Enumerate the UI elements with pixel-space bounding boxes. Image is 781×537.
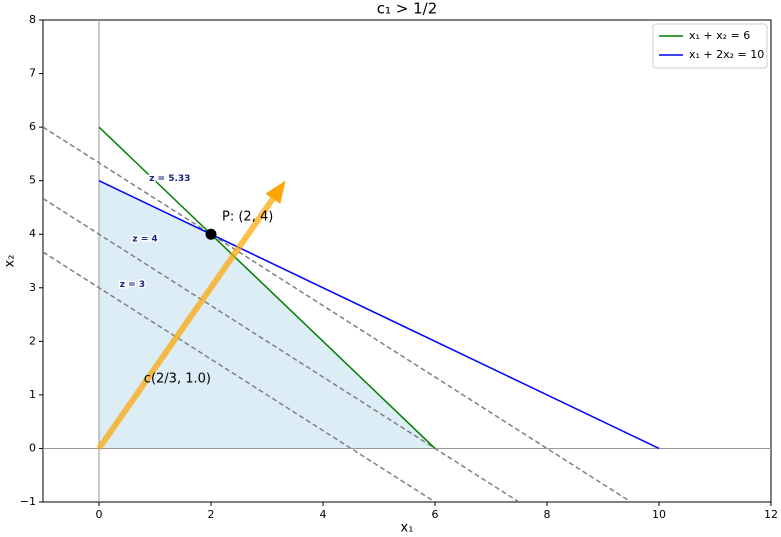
x-tick-label: 10 <box>652 508 666 521</box>
y-tick-label: 3 <box>29 281 36 294</box>
y-tick-label: 8 <box>29 13 36 26</box>
plot <box>43 20 771 502</box>
x-tick-label: 2 <box>208 508 215 521</box>
y-tick-label: 0 <box>29 441 36 454</box>
y-tick-label: 6 <box>29 120 36 133</box>
level-line <box>43 251 436 502</box>
level-label: z = 4 <box>132 235 157 245</box>
y-tick-label: 4 <box>29 227 36 240</box>
level-label: z = 3 <box>120 280 145 290</box>
constraint-line <box>98 179 660 450</box>
constraint-line <box>98 126 436 449</box>
legend-label: x₁ + 2x₂ = 10 <box>689 48 764 61</box>
level-label: z = 5.33 <box>149 174 190 184</box>
y-tick-label: 1 <box>29 388 36 401</box>
x-tick-label: 6 <box>432 508 439 521</box>
y-tick-label: 5 <box>29 174 36 187</box>
arrow-head <box>265 180 286 204</box>
legend: x₁ + x₂ = 6 x₁ + 2x₂ = 10 <box>652 23 768 69</box>
legend-box <box>652 23 768 69</box>
level-line <box>43 197 520 502</box>
y-axis-label: x₂ <box>3 255 18 268</box>
arrow-shaft <box>96 197 276 451</box>
feasible-region <box>99 180 435 449</box>
legend-label: x₁ + x₂ = 6 <box>689 29 750 42</box>
y-tick-label: −1 <box>20 495 36 508</box>
x-tick-label: 8 <box>544 508 551 521</box>
point-label: P: (2, 4) <box>222 210 273 225</box>
chart-title: c₁ > 1/2 <box>377 0 438 18</box>
x-tick-label: 4 <box>320 508 327 521</box>
optimal-point <box>205 228 217 240</box>
y-tick-label: 2 <box>29 334 36 347</box>
plot-frame <box>42 19 772 503</box>
arrow-label: c(2/3, 1.0) <box>144 371 211 386</box>
x-tick-label: 0 <box>96 508 103 521</box>
x-axis-label: x₁ <box>401 521 414 534</box>
y-tick-label: 7 <box>29 67 36 80</box>
x-tick-label: 12 <box>764 508 778 521</box>
level-line <box>43 126 632 502</box>
